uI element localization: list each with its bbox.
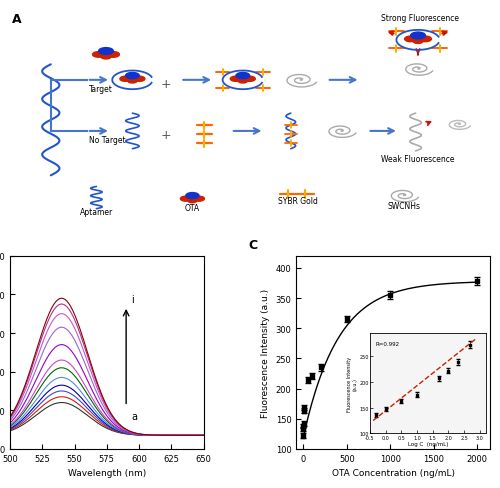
Circle shape bbox=[404, 37, 416, 42]
Text: Strong Fluorescence: Strong Fluorescence bbox=[382, 14, 460, 23]
Text: a: a bbox=[132, 411, 138, 421]
Circle shape bbox=[238, 80, 248, 84]
Circle shape bbox=[410, 33, 426, 40]
Y-axis label: Fluorescence Intensity (a.u.): Fluorescence Intensity (a.u.) bbox=[261, 288, 270, 417]
Text: C: C bbox=[248, 239, 257, 251]
X-axis label: OTA Concentration (ng/mL): OTA Concentration (ng/mL) bbox=[332, 468, 454, 477]
Circle shape bbox=[92, 53, 104, 58]
Text: Aptamer: Aptamer bbox=[80, 208, 113, 217]
Circle shape bbox=[236, 73, 250, 80]
Circle shape bbox=[186, 193, 199, 199]
Text: No Target: No Target bbox=[89, 136, 126, 145]
Circle shape bbox=[98, 48, 114, 55]
Text: A: A bbox=[12, 13, 22, 26]
Circle shape bbox=[108, 53, 120, 58]
Circle shape bbox=[180, 197, 191, 202]
Text: +: + bbox=[160, 78, 172, 90]
Circle shape bbox=[420, 37, 432, 42]
Text: SWCNHs: SWCNHs bbox=[387, 201, 420, 210]
Text: OTA: OTA bbox=[185, 203, 200, 212]
Text: Target: Target bbox=[89, 85, 113, 94]
Circle shape bbox=[128, 80, 137, 84]
Text: SYBR Gold: SYBR Gold bbox=[278, 197, 318, 205]
Circle shape bbox=[120, 77, 131, 82]
Circle shape bbox=[188, 199, 197, 203]
Circle shape bbox=[126, 73, 140, 80]
Circle shape bbox=[194, 197, 204, 202]
Text: +: + bbox=[160, 128, 172, 142]
Circle shape bbox=[230, 77, 241, 82]
Text: i: i bbox=[132, 294, 134, 305]
Circle shape bbox=[134, 77, 145, 82]
Text: Weak Fluorescence: Weak Fluorescence bbox=[382, 155, 455, 163]
Circle shape bbox=[413, 40, 423, 44]
X-axis label: Wavelength (nm): Wavelength (nm) bbox=[68, 468, 146, 477]
Circle shape bbox=[244, 77, 256, 82]
Circle shape bbox=[101, 55, 111, 60]
